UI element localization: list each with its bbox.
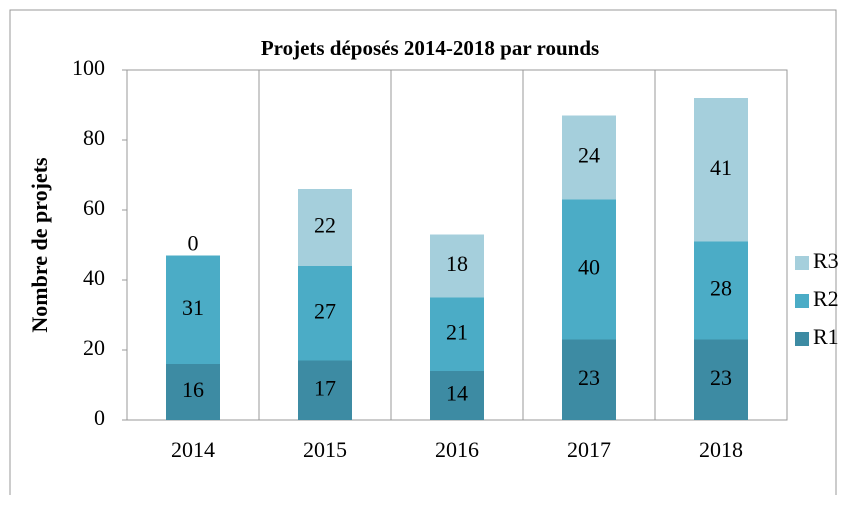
bar-segment xyxy=(298,189,352,266)
data-label: 27 xyxy=(314,298,336,323)
data-label: 0 xyxy=(188,231,199,256)
y-tick-label: 100 xyxy=(72,55,105,80)
bar-segment xyxy=(694,241,748,340)
data-label: 16 xyxy=(182,377,204,402)
data-label: 31 xyxy=(182,295,204,320)
bar-segment xyxy=(562,199,616,340)
bar-segment xyxy=(298,360,352,420)
y-tick-label: 0 xyxy=(94,405,105,430)
data-label: 14 xyxy=(446,381,468,406)
bar-segment xyxy=(430,371,484,420)
y-tick-label: 20 xyxy=(83,335,105,360)
data-label: 41 xyxy=(710,155,732,180)
x-tick-label: 2014 xyxy=(171,437,215,462)
y-axis-label: Nombre de projets xyxy=(27,157,52,333)
data-label: 21 xyxy=(446,319,468,344)
bar-segment xyxy=(298,266,352,361)
bar-segment xyxy=(694,339,748,420)
data-label: 40 xyxy=(578,255,600,280)
legend-label: R1 xyxy=(813,324,839,349)
chart-frame xyxy=(9,9,837,495)
bar-segment xyxy=(562,115,616,200)
x-tick-label: 2016 xyxy=(435,437,479,462)
data-label: 17 xyxy=(314,375,336,400)
bar-segment xyxy=(166,255,220,364)
legend-swatch xyxy=(795,332,809,346)
x-tick-label: 2015 xyxy=(303,437,347,462)
data-label: 23 xyxy=(578,365,600,390)
x-tick-label: 2017 xyxy=(567,437,611,462)
legend-swatch xyxy=(795,294,809,308)
data-label: 24 xyxy=(578,143,600,168)
bar-segment xyxy=(430,234,484,298)
chart-title: Projets déposés 2014-2018 par rounds xyxy=(261,36,599,60)
data-label: 22 xyxy=(314,213,336,238)
bar-segment xyxy=(562,339,616,420)
data-label: 23 xyxy=(710,365,732,390)
x-tick-label: 2018 xyxy=(699,437,743,462)
bar-segment xyxy=(430,297,484,371)
data-label: 18 xyxy=(446,251,468,276)
y-tick-label: 60 xyxy=(83,195,105,220)
y-tick-label: 40 xyxy=(83,265,105,290)
legend-label: R3 xyxy=(813,248,839,273)
legend-swatch xyxy=(795,256,809,270)
legend-label: R2 xyxy=(813,286,839,311)
bar-segment xyxy=(694,98,748,242)
data-label: 28 xyxy=(710,276,732,301)
bar-segment xyxy=(166,364,220,420)
y-tick-label: 80 xyxy=(83,125,105,150)
